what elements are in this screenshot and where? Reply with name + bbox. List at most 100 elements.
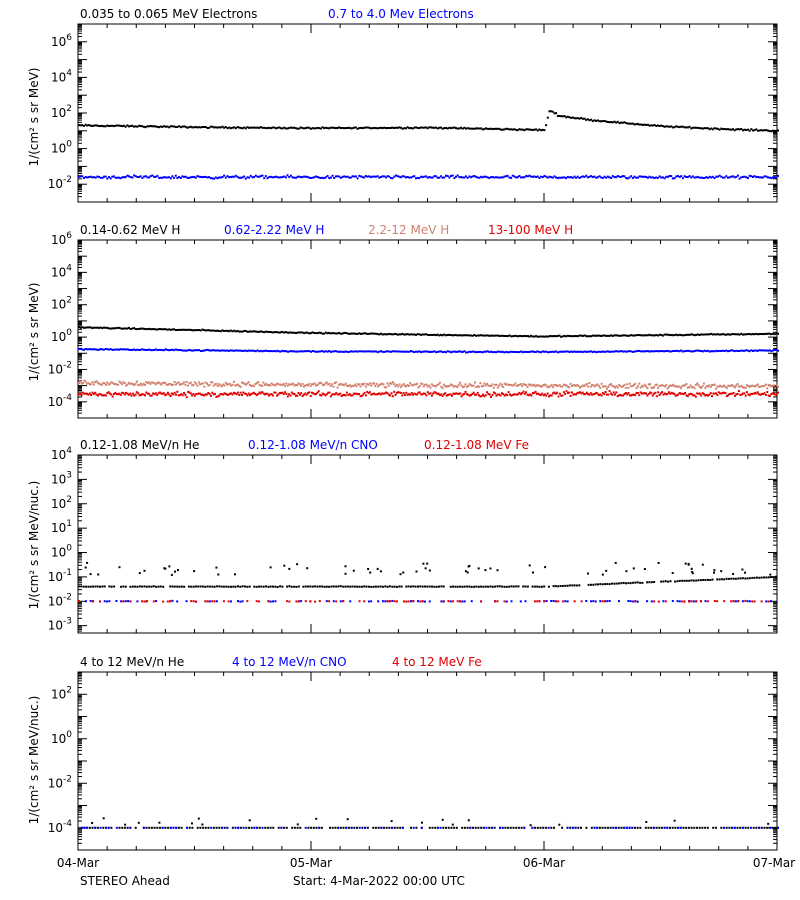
data-point — [183, 585, 186, 588]
data-point — [319, 177, 322, 179]
data-point — [88, 326, 90, 329]
data-point — [153, 328, 156, 331]
data-point — [767, 576, 770, 579]
data-point — [604, 385, 607, 388]
data-point — [385, 176, 387, 179]
data-point — [375, 393, 378, 396]
data-point — [410, 585, 412, 588]
data-point — [329, 332, 332, 335]
data-point — [214, 349, 217, 352]
data-point — [410, 176, 412, 179]
data-point — [641, 392, 643, 395]
data-point — [473, 334, 476, 336]
data-point — [405, 176, 407, 179]
data-point — [729, 384, 732, 387]
data-point — [482, 384, 484, 387]
data-point — [303, 127, 306, 130]
data-point — [511, 350, 514, 353]
data-point — [604, 391, 607, 393]
data-point — [79, 175, 82, 178]
data-point — [744, 571, 746, 574]
data-point — [356, 383, 359, 386]
data-point — [737, 128, 739, 131]
data-point — [507, 383, 510, 386]
data-point — [168, 393, 171, 396]
data-point — [343, 350, 346, 353]
data-point — [586, 176, 589, 179]
data-point — [372, 585, 375, 588]
data-point — [187, 384, 190, 387]
data-point — [314, 585, 317, 588]
data-point — [263, 177, 266, 180]
data-point — [241, 381, 243, 384]
data-point — [612, 391, 615, 394]
data-point — [403, 394, 406, 396]
data-point — [566, 826, 569, 829]
data-point — [531, 175, 534, 178]
data-point — [300, 384, 303, 387]
data-point — [416, 393, 419, 396]
data-point — [598, 120, 601, 123]
data-point — [374, 332, 377, 335]
data-point — [484, 585, 487, 588]
data-point — [356, 826, 358, 829]
data-point — [286, 331, 289, 334]
data-point — [181, 394, 184, 397]
data-point — [421, 176, 424, 179]
data-point — [271, 331, 274, 334]
data-point — [253, 330, 256, 333]
data-point — [646, 334, 649, 337]
data-point — [538, 128, 541, 131]
data-point — [671, 826, 674, 829]
data-point — [105, 826, 107, 829]
data-point — [86, 326, 89, 329]
data-point — [594, 600, 597, 603]
data-point — [383, 350, 386, 353]
data-point — [631, 350, 634, 353]
data-point — [498, 393, 501, 396]
data-point — [596, 826, 599, 829]
data-point — [315, 826, 318, 829]
data-point — [410, 392, 413, 395]
data-point — [280, 383, 282, 386]
data-point — [266, 350, 269, 352]
data-point — [286, 350, 289, 353]
data-point — [480, 395, 483, 397]
data-point — [141, 327, 144, 330]
data-point — [248, 349, 251, 352]
data-point — [635, 123, 638, 126]
data-point — [242, 391, 245, 394]
data-point — [140, 382, 142, 385]
data-point — [91, 826, 94, 829]
data-point — [700, 333, 703, 336]
data-point — [128, 125, 130, 128]
data-point — [658, 175, 661, 178]
data-point — [522, 390, 525, 393]
data-point — [121, 348, 124, 351]
data-point — [575, 117, 578, 120]
data-point — [730, 600, 733, 603]
data-point — [396, 350, 399, 353]
data-point — [370, 600, 373, 603]
data-point — [156, 328, 159, 331]
data-point — [676, 394, 678, 397]
data-point — [276, 394, 278, 397]
data-point — [732, 128, 734, 131]
data-point — [328, 177, 331, 179]
data-point — [615, 385, 618, 388]
data-point — [506, 394, 509, 397]
data-point — [272, 585, 274, 588]
data-point — [688, 333, 691, 336]
data-point — [138, 124, 141, 127]
data-point — [95, 393, 98, 396]
data-point — [515, 128, 518, 131]
data-point — [586, 335, 589, 338]
data-point — [424, 383, 427, 386]
data-point — [463, 350, 466, 353]
data-point — [410, 127, 412, 129]
data-point — [385, 826, 388, 829]
data-point — [220, 385, 223, 388]
data-point — [526, 335, 529, 337]
data-point — [152, 600, 155, 603]
data-point — [610, 383, 612, 385]
